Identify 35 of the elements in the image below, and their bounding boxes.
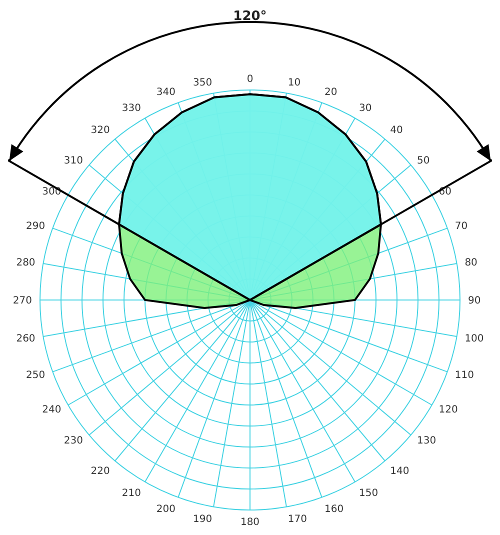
spoke-label: 30 — [359, 103, 372, 114]
spoke-label: 50 — [417, 155, 430, 166]
spoke-label: 260 — [16, 333, 36, 344]
spoke-label: 310 — [64, 155, 83, 166]
spoke-label: 210 — [122, 488, 141, 499]
spoke-label: 250 — [26, 370, 46, 382]
spoke-label: 80 — [464, 258, 478, 269]
spoke-label: 340 — [156, 87, 176, 98]
spoke-label: 130 — [417, 436, 436, 447]
spoke-label: 240 — [42, 404, 62, 416]
spoke-label: 40 — [390, 125, 403, 136]
spoke-label: 350 — [193, 77, 212, 88]
spoke-label: 90 — [468, 296, 481, 307]
spoke-label: 0 — [246, 74, 254, 85]
spoke-label: 180 — [240, 517, 260, 528]
spoke-label: 100 — [464, 333, 484, 344]
spoke-label: 120 — [438, 404, 458, 416]
spoke-label: 160 — [324, 504, 344, 515]
spoke-label: 330 — [122, 103, 141, 114]
spoke-label: 190 — [193, 514, 212, 525]
spoke-label: 270 — [12, 296, 32, 307]
spoke-label: 320 — [90, 125, 110, 136]
spoke-label: 200 — [156, 504, 176, 515]
text: 120° — [233, 9, 267, 24]
spoke-label: 150 — [359, 488, 378, 499]
spoke-label: 70 — [454, 220, 468, 232]
spoke-label: 220 — [90, 466, 110, 478]
spoke-label: 230 — [64, 436, 83, 447]
spoke-label: 280 — [16, 258, 36, 269]
spoke-label: 20 — [324, 87, 338, 98]
spoke-label: 10 — [288, 77, 301, 88]
spoke-label: 110 — [454, 370, 474, 382]
spoke-label: 290 — [26, 220, 46, 232]
spoke-label: 170 — [288, 514, 307, 525]
spoke-label: 140 — [390, 466, 410, 478]
